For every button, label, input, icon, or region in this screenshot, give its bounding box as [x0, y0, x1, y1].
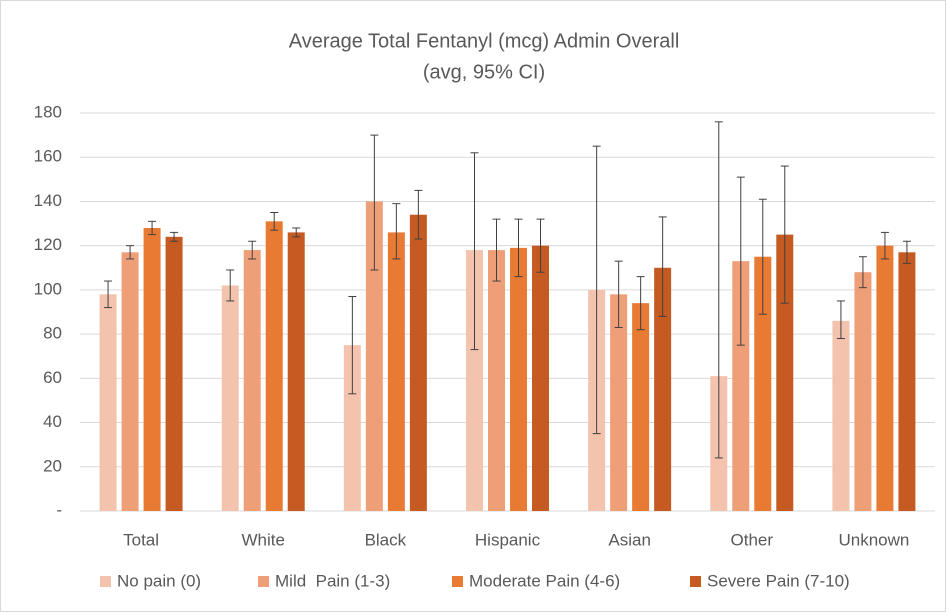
bar: [387, 232, 405, 511]
bar: [632, 303, 650, 511]
bar: [654, 267, 672, 511]
bar: [287, 232, 305, 511]
legend-label: No pain (0): [117, 571, 201, 590]
y-tick-label: 80: [43, 324, 62, 343]
bar: [754, 256, 772, 511]
bar: [832, 320, 850, 511]
legend-swatch: [258, 576, 269, 587]
bar: [143, 227, 161, 511]
bar: [466, 250, 483, 512]
legend-swatch: [690, 576, 701, 587]
y-tick-label: -: [56, 500, 62, 519]
bar: [243, 250, 261, 512]
y-tick-label: 40: [43, 412, 62, 431]
y-tick-label: 120: [34, 235, 62, 254]
y-tick-label: 160: [34, 147, 62, 166]
bar: [898, 252, 916, 512]
bar: [876, 245, 894, 511]
bar: [121, 252, 139, 512]
chart-subtitle: (avg, 95% CI): [423, 61, 545, 83]
chart-title: Average Total Fentanyl (mcg) Admin Overa…: [289, 30, 680, 52]
legend-swatch: [100, 576, 111, 587]
bar: [610, 294, 628, 511]
y-tick-label: 20: [43, 456, 62, 475]
bar: [409, 214, 427, 511]
x-tick-label: Total: [123, 530, 159, 549]
bar: [343, 345, 361, 511]
bar: [265, 221, 283, 511]
legend-label: Mild Pain (1-3): [275, 571, 390, 590]
bar: [99, 294, 117, 511]
bar: [854, 272, 872, 511]
bar: [532, 245, 549, 511]
x-tick-label: Black: [365, 530, 407, 549]
bar: [488, 250, 505, 512]
bar: [510, 247, 527, 511]
bar: [365, 201, 383, 511]
y-tick-label: 60: [43, 368, 62, 387]
bar: [165, 236, 183, 512]
x-tick-label: White: [241, 530, 284, 549]
y-tick-label: 100: [34, 279, 62, 298]
bar: [732, 261, 750, 511]
legend-label: Moderate Pain (4-6): [469, 571, 620, 590]
y-tick-label: 140: [34, 191, 62, 210]
y-tick-label: 180: [34, 102, 62, 121]
bar: [221, 285, 239, 511]
x-tick-label: Other: [731, 530, 774, 549]
legend-label: Severe Pain (7-10): [707, 571, 850, 590]
x-tick-label: Hispanic: [475, 530, 541, 549]
x-tick-label: Unknown: [838, 530, 909, 549]
x-tick-label: Asian: [608, 530, 651, 549]
legend-swatch: [452, 576, 463, 587]
bar: [776, 234, 794, 511]
